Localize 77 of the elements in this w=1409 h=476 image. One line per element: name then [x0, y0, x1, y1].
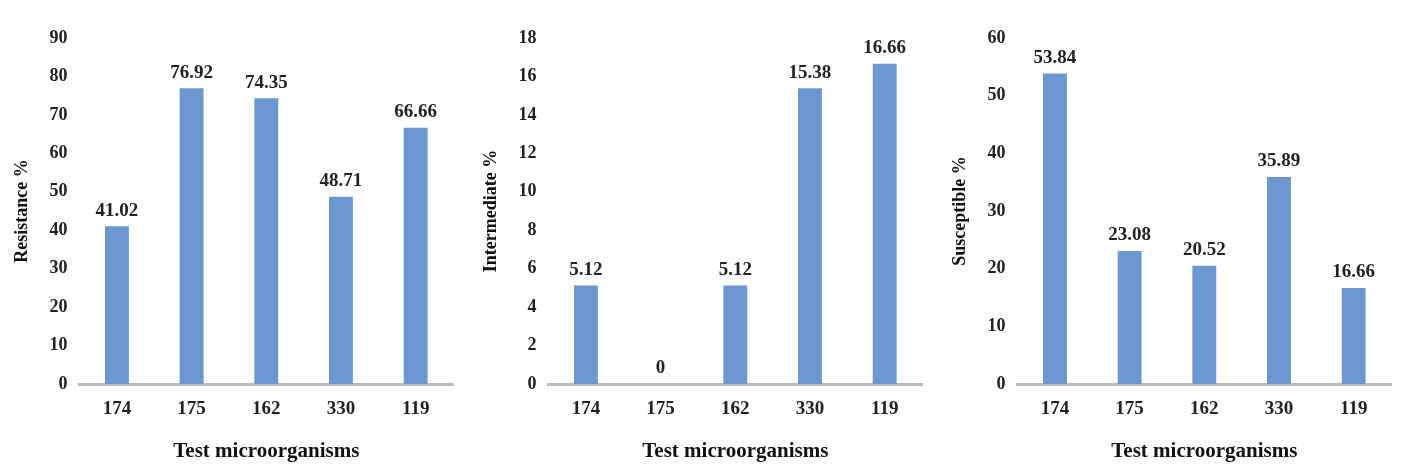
- y-tick-label: 0: [527, 372, 537, 393]
- bar: [104, 226, 129, 384]
- x-tick-label: 162: [252, 397, 281, 419]
- y-tick-label: 30: [987, 199, 1006, 220]
- y-tick-label: 40: [49, 218, 68, 239]
- data-label: 23.08: [1108, 223, 1151, 245]
- bar: [872, 63, 897, 384]
- x-tick-label: 162: [1190, 397, 1219, 419]
- y-tick-label: 50: [987, 84, 1006, 105]
- x-tick-label: 119: [870, 397, 899, 419]
- bar: [403, 127, 428, 384]
- y-tick-label: 12: [518, 141, 537, 162]
- data-label: 35.89: [1257, 149, 1301, 171]
- data-label: 48.71: [319, 169, 363, 191]
- bar: [798, 88, 822, 384]
- data-label: 0: [655, 356, 666, 378]
- data-label: 76.92: [170, 60, 213, 82]
- y-tick-label: 30: [49, 257, 68, 278]
- y-tick-label: 90: [49, 26, 68, 47]
- y-axis-title: Intermediate %: [480, 149, 501, 273]
- y-tick-label: 18: [518, 26, 537, 47]
- bar: [1267, 177, 1291, 384]
- y-tick-label: 10: [987, 314, 1006, 335]
- y-axis-title: Resistance %: [11, 159, 32, 263]
- y-tick-label: 4: [527, 295, 537, 316]
- bar: [1341, 287, 1366, 384]
- y-tick-label: 2: [527, 334, 537, 355]
- bar: [1192, 265, 1217, 384]
- y-tick-label: 16: [518, 65, 537, 86]
- x-tick-label: 174: [571, 397, 601, 419]
- bar: [329, 196, 353, 384]
- x-axis-title: Test microorganisms: [642, 437, 829, 462]
- data-label: 74.35: [244, 70, 288, 92]
- x-tick-label: 119: [401, 397, 430, 419]
- y-tick-label: 70: [49, 103, 68, 124]
- data-label: 16.66: [863, 36, 907, 58]
- x-tick-label: 162: [721, 397, 750, 419]
- y-tick-label: 20: [49, 295, 68, 316]
- bar: [1117, 250, 1142, 384]
- x-axis-title: Test microorganisms: [173, 437, 360, 462]
- x-tick-label: 175: [646, 397, 675, 419]
- data-label: 66.66: [394, 100, 438, 122]
- x-tick-label: 174: [102, 397, 132, 419]
- y-tick-label: 0: [58, 372, 68, 393]
- y-tick-label: 10: [49, 334, 68, 355]
- y-axis-title: Susceptible %: [949, 156, 970, 266]
- data-label: 5.12: [569, 257, 603, 279]
- x-tick-label: 175: [1115, 397, 1144, 419]
- x-tick-label: 330: [1264, 397, 1294, 419]
- bar: [179, 88, 204, 384]
- data-label: 5.12: [718, 257, 752, 279]
- y-tick-label: 0: [996, 372, 1006, 393]
- y-tick-label: 20: [987, 257, 1006, 278]
- data-label: 16.66: [1332, 260, 1376, 282]
- bar: [723, 285, 748, 384]
- data-label: 41.02: [95, 198, 139, 220]
- x-tick-label: 174: [1040, 397, 1070, 419]
- x-tick-label: 175: [177, 397, 206, 419]
- y-tick-label: 10: [518, 180, 537, 201]
- bar: [573, 285, 598, 384]
- bar: [254, 98, 279, 384]
- y-tick-label: 8: [527, 218, 537, 239]
- bar: [1042, 73, 1067, 384]
- y-tick-label: 60: [49, 141, 68, 162]
- x-tick-label: 330: [326, 397, 356, 419]
- data-label: 53.84: [1033, 45, 1077, 67]
- y-tick-label: 40: [987, 141, 1006, 162]
- y-tick-label: 14: [518, 103, 537, 124]
- y-tick-label: 60: [987, 26, 1006, 47]
- x-tick-label: 119: [1339, 397, 1368, 419]
- data-label: 20.52: [1182, 238, 1226, 260]
- data-label: 15.38: [788, 60, 832, 82]
- x-axis-title: Test microorganisms: [1111, 437, 1298, 462]
- y-tick-label: 80: [49, 65, 68, 86]
- x-tick-label: 330: [795, 397, 825, 419]
- y-tick-label: 6: [527, 257, 537, 278]
- y-tick-label: 50: [49, 180, 68, 201]
